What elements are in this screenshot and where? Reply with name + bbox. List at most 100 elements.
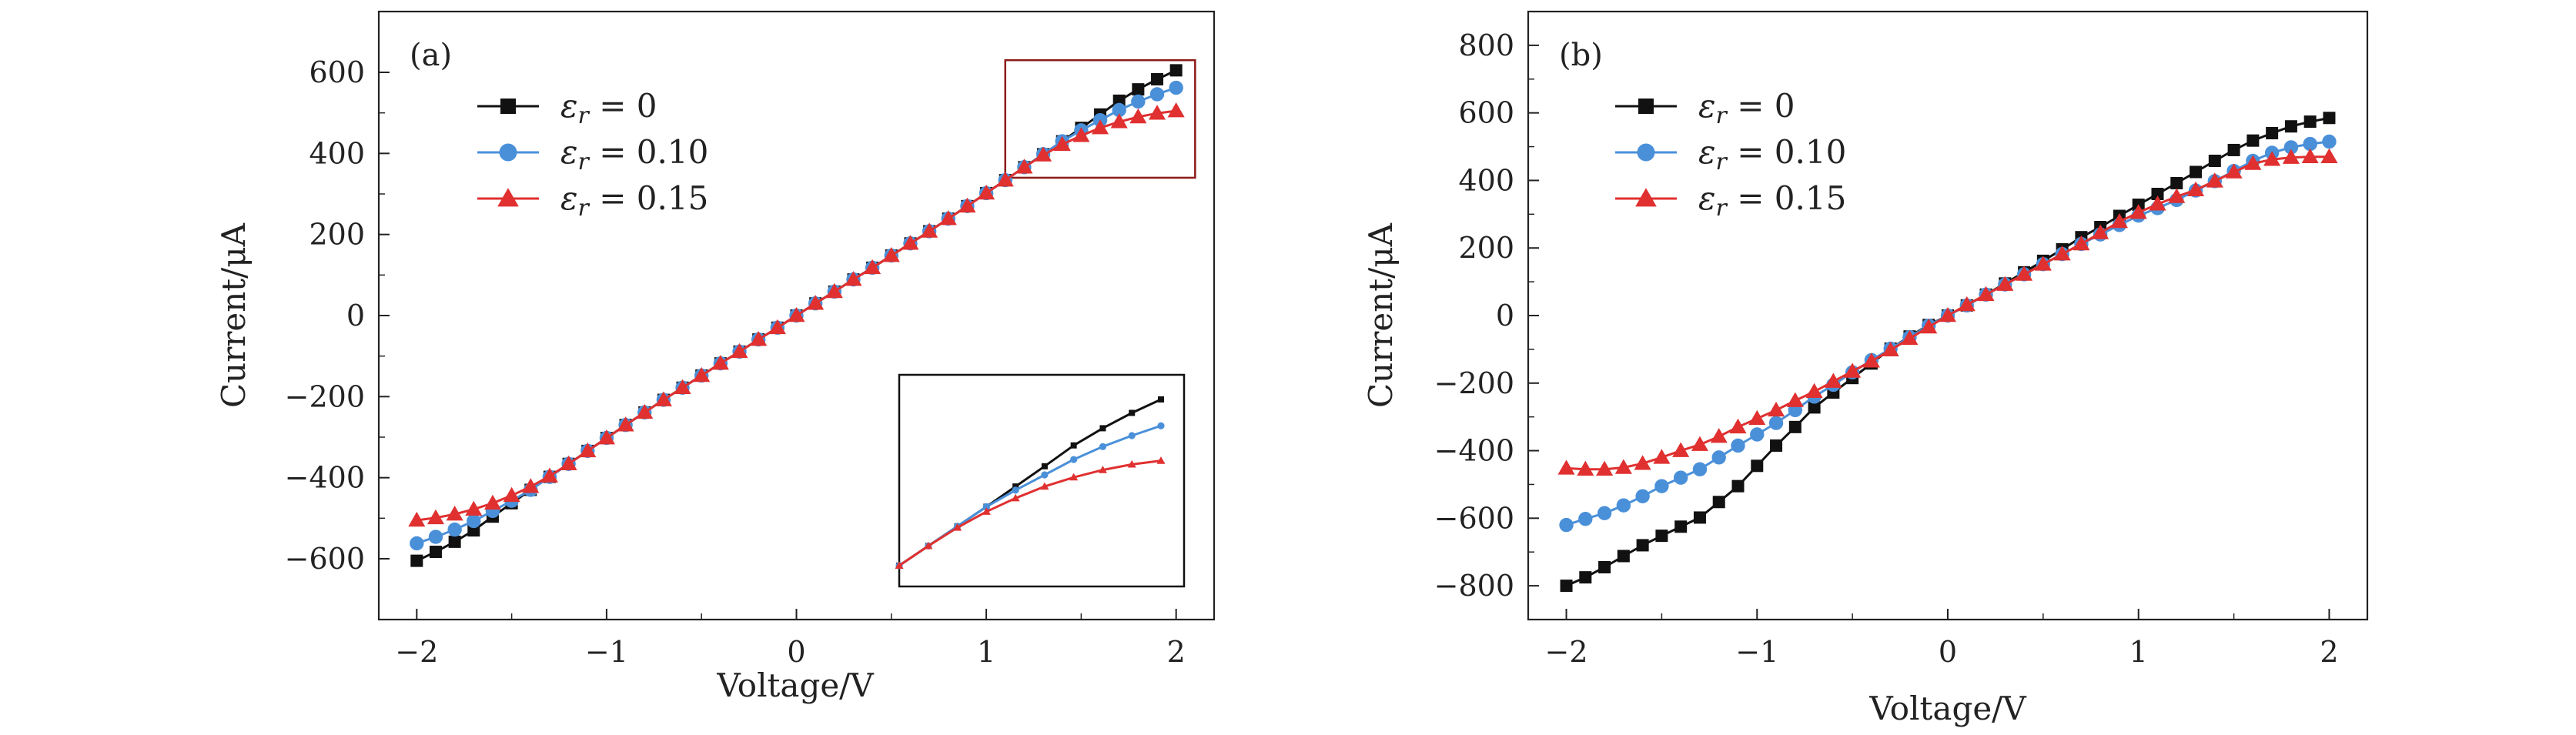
panel-a-data-point [427, 509, 445, 525]
panel-b-data-point [1597, 506, 1612, 520]
panel-a-y-tick-label: 600 [309, 55, 365, 89]
panel-b-data-point [1786, 392, 1804, 407]
panel-b-data-point [1557, 459, 1575, 475]
panel-b-data-point [2206, 172, 2223, 188]
panel-a-data-point [1132, 83, 1145, 96]
panel-a-data-point [978, 184, 995, 200]
panel-b-data-point [1731, 438, 1745, 453]
panel-a-data-point [597, 429, 615, 445]
panel-b-label: (b) [1559, 38, 1603, 73]
panel-a-data-point [1035, 146, 1052, 162]
panel-b-y-tick-label: 600 [1458, 96, 1514, 130]
panel-a-data-point [1151, 72, 1164, 85]
panel-b-data-point [1710, 428, 1728, 443]
panel-b-y-tick-label: 200 [1458, 231, 1514, 265]
panel-a-y-tick-label: 0 [346, 299, 365, 332]
panel-a-data-point [788, 306, 805, 322]
panel-b-data-point [1920, 318, 1938, 334]
panel-b-data-point [2322, 134, 2337, 149]
panel-b-data-point [1729, 418, 1747, 434]
panel-a-zoom-box [1004, 58, 1196, 179]
panel-a-data-point [1110, 113, 1128, 129]
panel-b-data-point [1578, 512, 1593, 526]
panel-a-inset-point [982, 503, 990, 511]
panel-b-data-point [2227, 143, 2240, 156]
panel-a-x-tick-label: −1 [585, 635, 628, 669]
panel-a-data-point [845, 271, 862, 286]
panel-b-data-point [2170, 176, 2183, 189]
panel-b-data-point [2323, 112, 2336, 125]
panel-b-data-point [1614, 459, 1632, 474]
panel-a-series-triangle [408, 102, 1185, 527]
panel-a-data-point [410, 536, 424, 551]
panel-a-data-point [1053, 135, 1071, 152]
panel-b: −2 −1 0 1 2 −800 −600 −400 −200 0 200 400 600 800 εr … [1362, 10, 2369, 727]
panel-a-data-point [768, 319, 786, 335]
panel-b-data-point [2092, 224, 2109, 239]
panel-a-data-point [465, 500, 483, 516]
panel-a-inset-series-triangle [895, 456, 1166, 570]
panel-a-inset-point [1011, 493, 1020, 502]
panel-a-legend-label: εr = 0.15 [560, 179, 708, 222]
panel-a-legend-item: εr = 0.10 [477, 133, 708, 175]
panel-a-data-point [996, 172, 1014, 187]
panel-b-data-point [1977, 286, 1995, 302]
panel-b-legend-marker [1637, 143, 1655, 162]
panel-a-inset-point [1099, 425, 1106, 432]
panel-a-y-tick-label: 200 [309, 218, 365, 252]
panel-b-data-point [2225, 163, 2243, 179]
panel-b-data-point [1862, 352, 1880, 368]
panel-b-y-tick-label: 800 [1458, 28, 1514, 62]
panel-a-inset-point [1069, 473, 1079, 481]
panel-b-data-point [1825, 373, 1842, 388]
panel-b-legend-marker [1638, 99, 1654, 114]
panel-b-data-point [2263, 151, 2281, 166]
panel-b-data-point [1577, 460, 1594, 476]
panel-b-data-point [1768, 416, 1784, 430]
panel-b-data-point [1579, 571, 1592, 584]
panel-a-x-tick-label: 0 [787, 635, 805, 669]
panel-b-data-point [1996, 276, 2014, 291]
panel-a-data-point [636, 403, 654, 419]
panel-b-data-point [1559, 517, 1574, 533]
panel-a-data-point [939, 210, 957, 226]
panel-b-data-point [2110, 212, 2128, 229]
panel-a-inset-point [1128, 432, 1136, 439]
panel-b-y-tick-label: −600 [1434, 501, 1514, 535]
panel-b-legend-item: εr = 0.15 [1615, 179, 1846, 222]
panel-a-data-point [1167, 102, 1185, 118]
panel-a-zoom-rectangle [1004, 58, 1196, 179]
panel-b-data-point [2320, 148, 2338, 164]
panel-a-data-point [410, 554, 423, 567]
panel-b-data-point [2282, 149, 2300, 164]
panel-b-data-point [1711, 450, 1726, 465]
panel-b-data-point [2016, 266, 2033, 281]
panel-a-legend-item: εr = 0 [477, 87, 657, 129]
panel-a-y-tick-label: −600 [285, 542, 365, 576]
panel-a-data-point [731, 342, 748, 359]
panel-a-data-point [693, 366, 711, 383]
panel-b-y-tick-label: −800 [1434, 569, 1514, 603]
panel-b-data-point [2129, 204, 2147, 219]
panel-a-data-point [540, 467, 558, 483]
panel-a-x-tick-label: 2 [1167, 635, 1186, 669]
panel-b-data-point [2168, 188, 2186, 203]
panel-a-data-point [1169, 64, 1183, 77]
panel-b-data-point [2303, 136, 2317, 152]
panel-a-legend-marker [497, 188, 519, 207]
panel-b-x-tick-label: −2 [1545, 635, 1588, 669]
panel-a-series [408, 64, 1185, 567]
panel-a-ticks: −2 −1 0 1 2 −600 −400 −200 0 200 400 600 [285, 55, 1186, 669]
panel-a-data-point [448, 535, 461, 548]
panel-b-data-point [1672, 442, 1690, 457]
panel-a-inset-point [982, 507, 991, 515]
panel-b-data-point [2149, 195, 2166, 211]
panel-a-inset-point [1070, 442, 1077, 449]
panel-b-y-tick-label: 0 [1496, 299, 1514, 332]
panel-b-data-point [1693, 511, 1706, 524]
panel-a-data-point [1092, 119, 1109, 135]
panel-b-data-point [2187, 181, 2205, 197]
panel-b-data-point [1808, 401, 1821, 414]
panel-a-x-tick-label: 1 [977, 635, 995, 669]
